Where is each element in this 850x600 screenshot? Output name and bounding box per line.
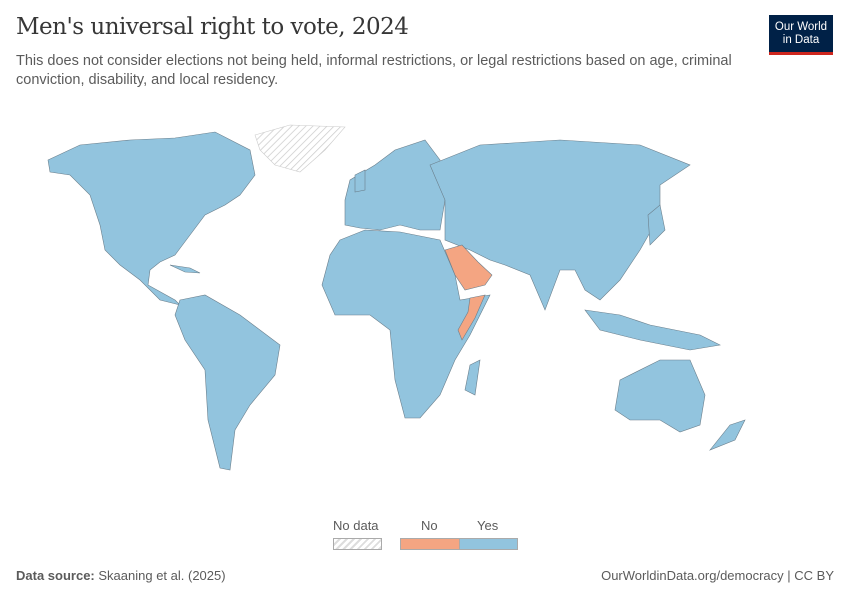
south-america[interactable]	[174, 294, 281, 471]
north-america[interactable]	[47, 131, 256, 306]
world-map[interactable]	[0, 115, 850, 485]
owid-logo[interactable]: Our World in Data	[769, 15, 833, 55]
africa[interactable]	[321, 229, 491, 419]
legend-swatch-yes[interactable]	[459, 538, 518, 550]
legend-label-yes: Yes	[477, 518, 499, 533]
chart-title: Men's universal right to vote, 2024	[16, 14, 409, 40]
chart-subtitle: This does not consider elections not bei…	[16, 53, 732, 88]
saudi-arabia[interactable]	[444, 244, 493, 291]
greenland[interactable]	[254, 124, 346, 173]
australia[interactable]	[614, 359, 706, 433]
legend-swatch-no-data[interactable]	[333, 538, 382, 550]
japan[interactable]	[647, 204, 666, 246]
somalia[interactable]	[457, 294, 486, 341]
asia[interactable]	[429, 139, 691, 311]
data-source: Data source: Skaaning et al. (2025)	[16, 568, 226, 583]
legend-swatch-no[interactable]	[400, 538, 460, 550]
europe[interactable]	[344, 139, 446, 231]
footer-link[interactable]: OurWorldinData.org/democracy | CC BY	[601, 568, 834, 583]
legend-label-no-data: No data	[333, 518, 379, 533]
legend-label-no: No	[421, 518, 438, 533]
uk[interactable]	[354, 169, 366, 193]
new-zealand[interactable]	[709, 419, 746, 451]
cuba-caribbean[interactable]	[169, 264, 201, 274]
madagascar[interactable]	[464, 359, 481, 396]
southeast-asia-islands[interactable]	[584, 309, 721, 351]
